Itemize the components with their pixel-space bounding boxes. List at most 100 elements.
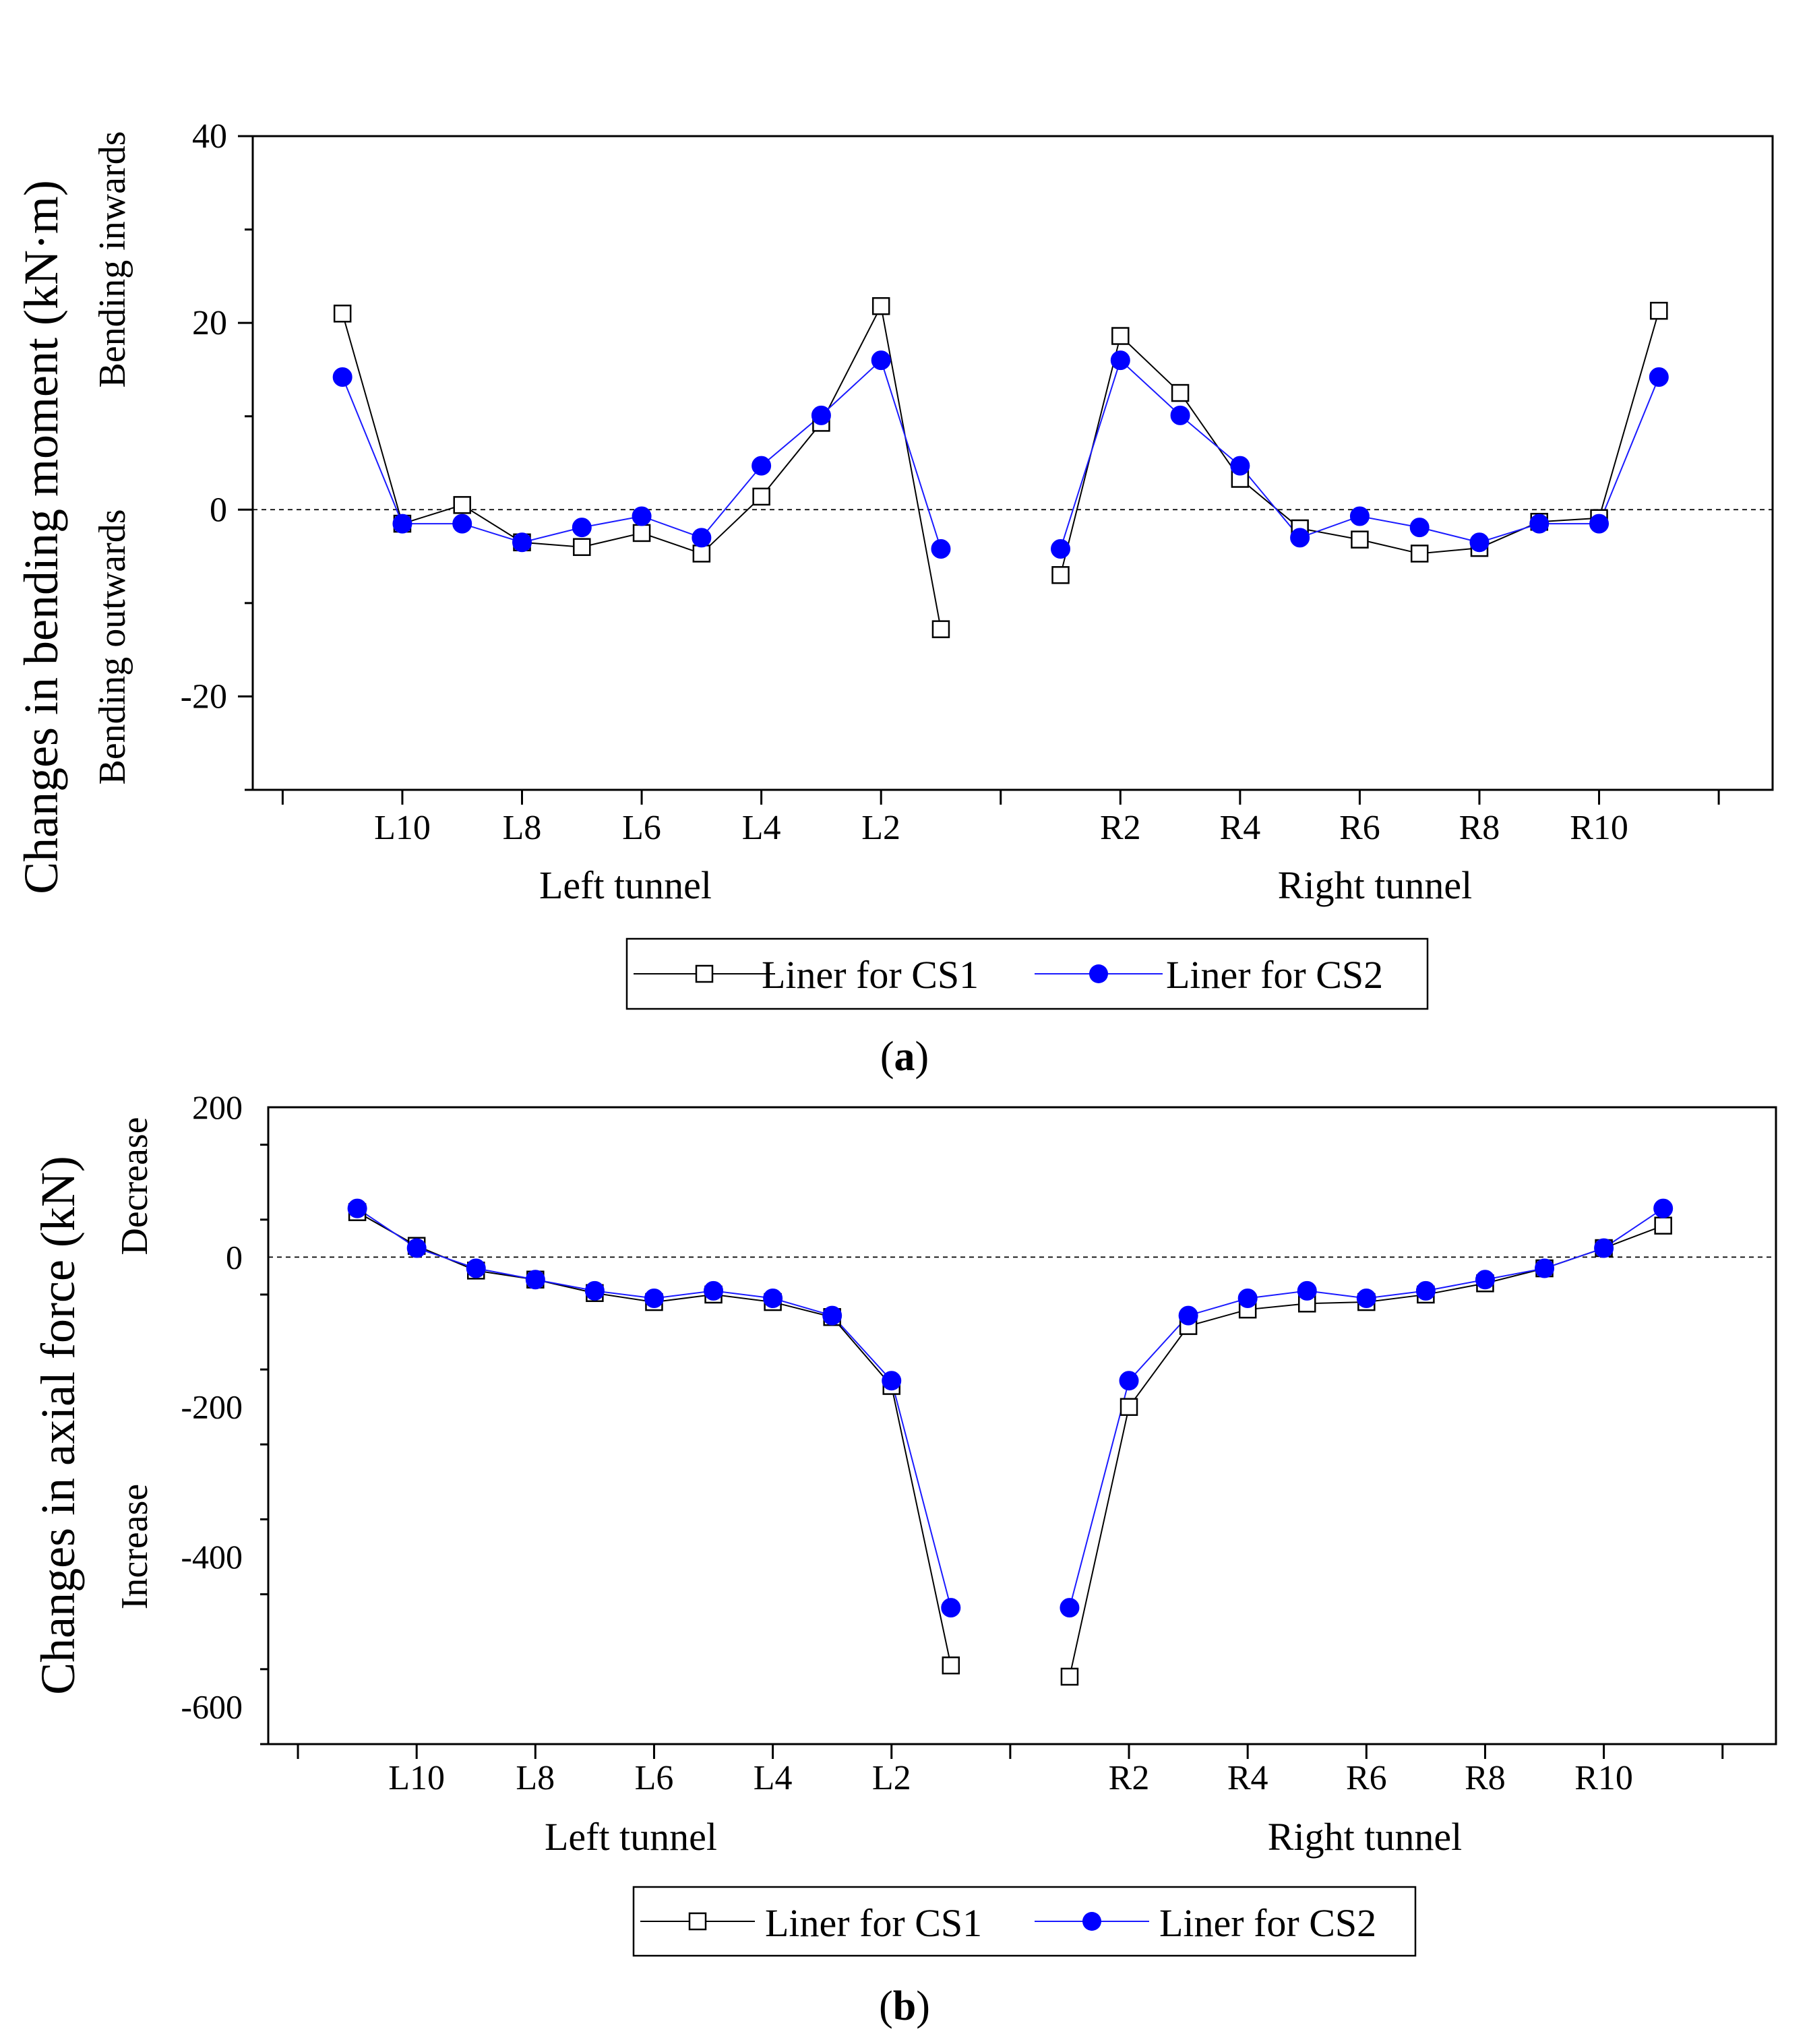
- plot-frame: [251, 135, 1774, 791]
- data-point-circle: [1475, 1270, 1495, 1290]
- y-tick-label: -20: [181, 677, 227, 716]
- panel-b-axial-force-chart: -600 -400 -200 0 200 L10 L8 L6 L4 L2 R2 R4 R6 R8 R10 Le…: [31, 1088, 1777, 2029]
- y-tick-label: -200: [181, 1388, 243, 1426]
- x-tick-label: L2: [872, 1759, 911, 1797]
- markers-liner-cs1: [348, 1203, 1672, 1686]
- panel-label: (a): [880, 1034, 929, 1080]
- y-axis-title: Changes in bending moment (kN·m): [14, 180, 68, 894]
- legend-symbol-cs2: [1089, 964, 1108, 983]
- x-tick-label: R10: [1574, 1759, 1633, 1797]
- data-point-circle: [1110, 350, 1130, 371]
- data-point-circle: [1297, 1280, 1317, 1301]
- data-point-circle: [1409, 518, 1430, 538]
- data-point-circle: [1469, 532, 1490, 553]
- series-line-segment: [342, 304, 942, 629]
- y-tick-label: 40: [192, 117, 227, 156]
- data-point-circle: [752, 456, 772, 476]
- series-line-segment: [357, 1208, 952, 1608]
- data-point-square: [1410, 545, 1429, 563]
- data-point-circle: [1535, 1258, 1555, 1278]
- legend-symbol-cs2: [1082, 1912, 1101, 1931]
- x-tick-label: L10: [388, 1759, 445, 1797]
- series-line-segment: [357, 1211, 952, 1666]
- x-tick-label: R2: [1100, 809, 1141, 847]
- data-point-circle: [763, 1289, 783, 1308]
- x-tick-label: R6: [1346, 1759, 1387, 1797]
- data-point-circle: [1649, 367, 1669, 388]
- x-tick-label: L10: [374, 809, 431, 847]
- series-line-segment: [1068, 1208, 1664, 1608]
- panel-a-bending-moment-chart: -20 0 20 40 L10 L8 L6 L4 L2 R2 R4 R6 R8 R10 Left tunne…: [14, 117, 1774, 1080]
- x-tick-label: R4: [1227, 1759, 1268, 1797]
- data-point-square: [931, 620, 950, 638]
- data-point-circle: [466, 1258, 486, 1278]
- data-point-circle: [1653, 1198, 1674, 1218]
- series-liner-cs1: [357, 1211, 1664, 1677]
- y-tick-label: 0: [226, 1238, 243, 1276]
- series-liner-cs2: [342, 359, 1660, 549]
- left-tunnel-label: Left tunnel: [545, 1815, 717, 1859]
- left-tunnel-label: Left tunnel: [539, 863, 712, 907]
- panel-label: (b): [879, 1983, 930, 2029]
- data-point-square: [1654, 1216, 1672, 1235]
- y-tick-label: 0: [210, 491, 227, 529]
- x-tick-label: L2: [861, 809, 900, 847]
- legend: Liner for CS1 Liner for CS2: [625, 937, 1429, 1010]
- plot-frame: [267, 1106, 1777, 1745]
- markers-liner-cs1: [333, 297, 1668, 638]
- legend-label-cs1: Liner for CS1: [765, 1901, 982, 1945]
- x-tick-label: R4: [1220, 809, 1261, 847]
- y-annotation-top: Decrease: [114, 1117, 156, 1255]
- data-point-square: [752, 487, 770, 506]
- data-point-circle: [692, 528, 712, 548]
- data-point-square: [1351, 530, 1369, 549]
- x-tick-label: R2: [1109, 1759, 1150, 1797]
- x-tick-label: R8: [1459, 809, 1500, 847]
- data-point-circle: [1060, 1598, 1080, 1618]
- right-tunnel-label: Right tunnel: [1278, 863, 1472, 907]
- legend-label-cs2: Liner for CS2: [1159, 1901, 1376, 1945]
- data-point-circle: [1356, 1289, 1376, 1308]
- y-tick-label: -600: [181, 1687, 243, 1725]
- data-point-square: [942, 1656, 960, 1675]
- data-point-circle: [347, 1198, 367, 1218]
- data-point-circle: [941, 1598, 961, 1618]
- y-annotation-bottom: Increase: [114, 1484, 156, 1610]
- data-point-circle: [1170, 405, 1190, 425]
- data-point-circle: [1178, 1305, 1198, 1326]
- data-point-circle: [811, 405, 831, 425]
- data-point-circle: [1349, 506, 1370, 526]
- data-point-circle: [882, 1371, 902, 1391]
- legend-symbol-cs1: [695, 964, 714, 983]
- markers-liner-cs2: [347, 1198, 1674, 1618]
- data-point-circle: [871, 350, 891, 371]
- series-liner-cs1: [342, 304, 1660, 629]
- data-point-circle: [572, 518, 592, 538]
- series-liner-cs2: [357, 1208, 1664, 1608]
- y-axis-title: Changes in axial force (kN): [31, 1156, 85, 1695]
- right-tunnel-label: Right tunnel: [1268, 1815, 1462, 1859]
- legend: Liner for CS1 Liner for CS2: [632, 1886, 1417, 1957]
- data-point-circle: [1415, 1280, 1436, 1301]
- legend-box: [632, 1886, 1417, 1957]
- data-point-circle: [1230, 456, 1250, 476]
- x-tick-label: L8: [503, 809, 542, 847]
- data-point-circle: [525, 1270, 545, 1290]
- data-point-square: [1051, 566, 1070, 584]
- data-point-circle: [1237, 1289, 1258, 1308]
- data-point-circle: [1589, 514, 1609, 534]
- data-point-square: [692, 545, 711, 563]
- data-point-circle: [1290, 528, 1310, 548]
- data-point-circle: [1119, 1371, 1139, 1391]
- x-tick-label: R8: [1465, 1759, 1506, 1797]
- x-tick-label: L4: [742, 809, 781, 847]
- data-point-square: [871, 297, 890, 315]
- data-point-circle: [931, 538, 951, 559]
- data-point-circle: [1051, 538, 1071, 559]
- x-tick-label: R10: [1570, 809, 1628, 847]
- data-point-circle: [1529, 514, 1550, 534]
- data-point-circle: [584, 1280, 605, 1301]
- x-tick-label: L8: [516, 1759, 555, 1797]
- data-point-square: [1171, 383, 1190, 402]
